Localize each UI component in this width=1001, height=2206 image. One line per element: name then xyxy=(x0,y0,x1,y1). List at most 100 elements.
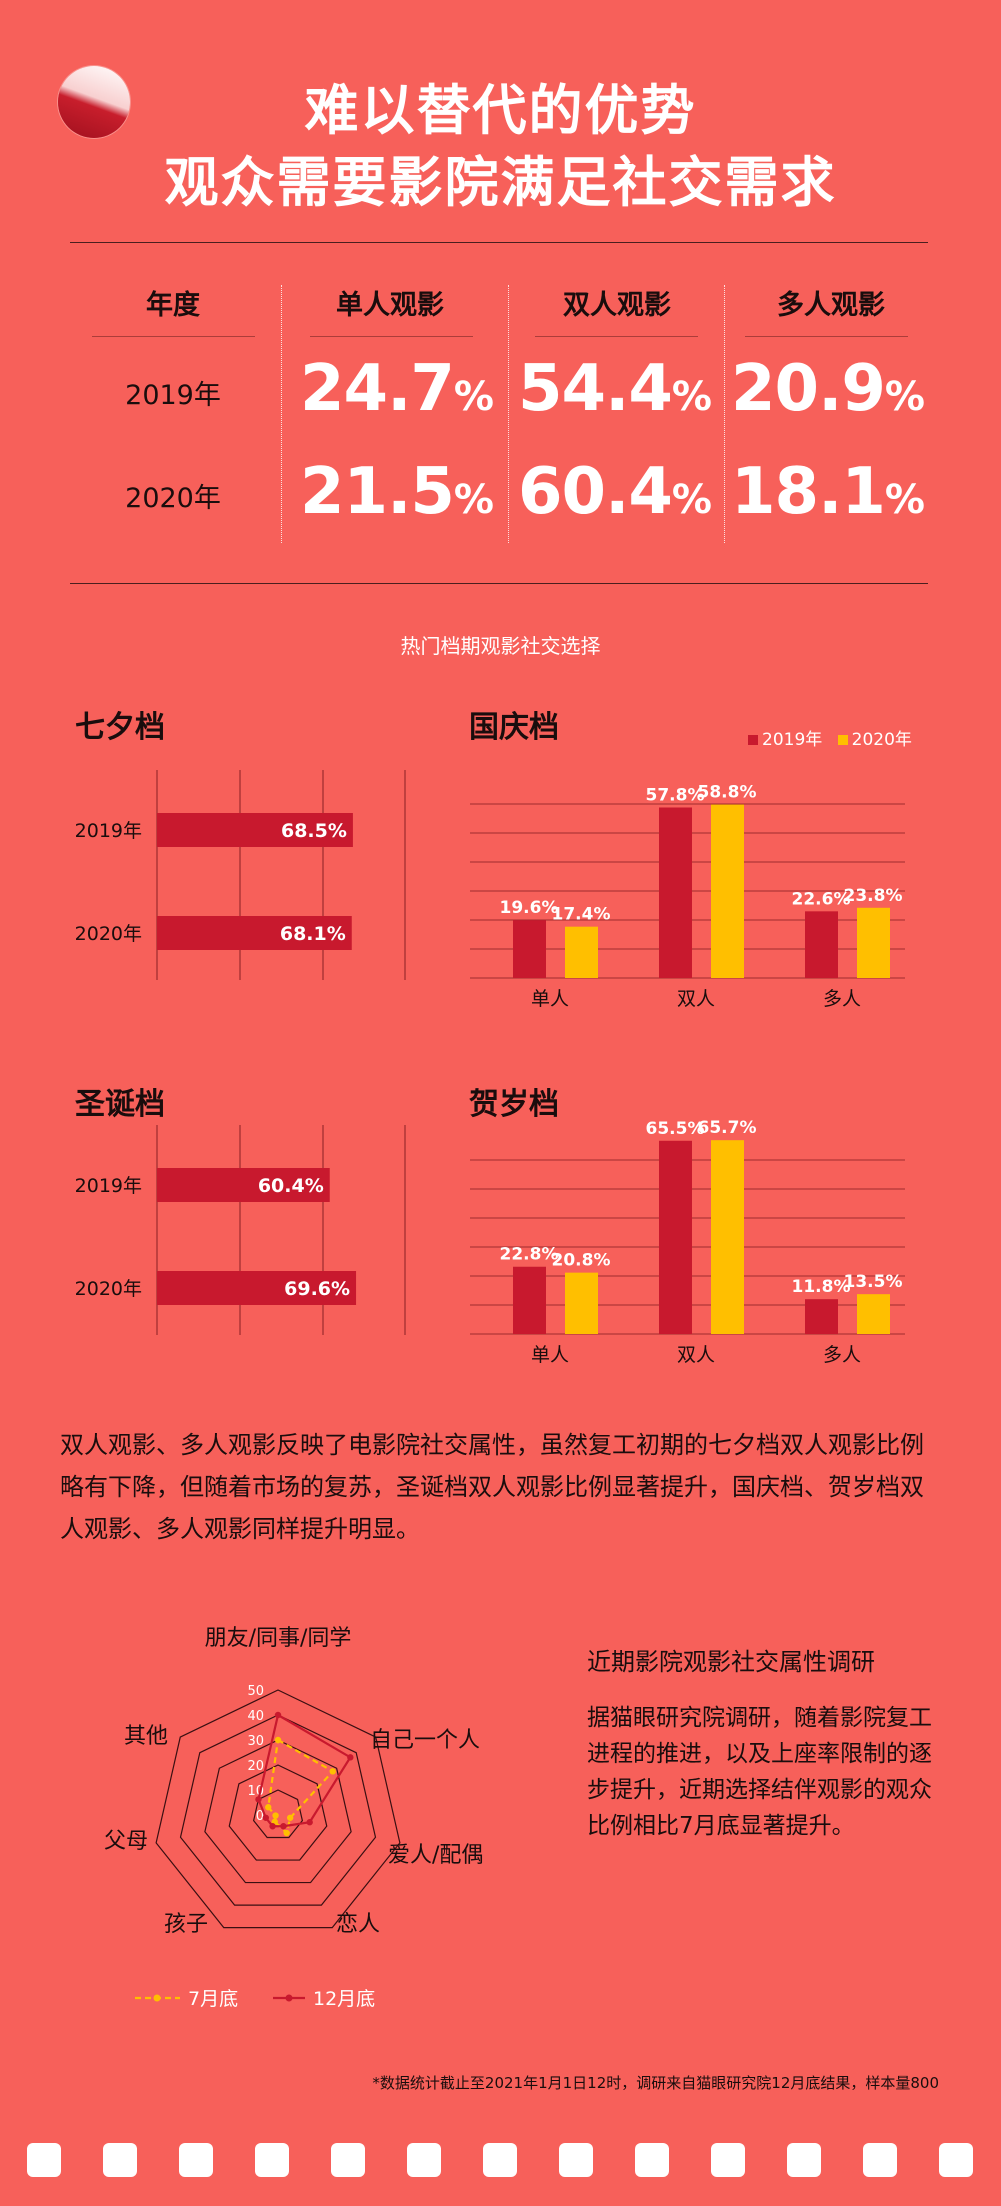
legend-label-2020: 2020年 xyxy=(851,730,912,750)
column-divider xyxy=(281,285,282,543)
data-label: 22.6% xyxy=(792,889,851,909)
legend-marker xyxy=(153,1994,161,2002)
survey-body: 据猫眼研究院调研，随着影院复工进程的推进，以及上座率限制的逐步提升，近期选择结伴… xyxy=(587,1705,932,1839)
legend-swatch-2020 xyxy=(837,735,848,745)
radar-ring xyxy=(155,1689,401,1929)
legend-marker xyxy=(285,1994,293,2002)
series-point xyxy=(347,1754,354,1761)
series-point xyxy=(286,1814,294,1821)
data-label: 19.6% xyxy=(500,898,559,918)
axis-label: 爱人/配偶 xyxy=(388,1843,483,1868)
header-underline xyxy=(535,336,698,337)
axis-label: 恋人 xyxy=(336,1912,380,1937)
header-underline xyxy=(92,336,255,337)
axis-label: 朋友/同事/同学 xyxy=(205,1626,352,1651)
tick-label: 30 xyxy=(247,1734,264,1749)
header-underline xyxy=(310,336,473,337)
bar xyxy=(157,916,352,950)
film-hole xyxy=(407,2143,441,2177)
chart-title-hesui: 贺岁档 xyxy=(469,1087,559,1122)
tick-label: 双人 xyxy=(677,988,715,1010)
film-hole xyxy=(787,2143,821,2177)
series-line xyxy=(267,1738,335,1836)
series-point xyxy=(255,1796,262,1803)
column-divider xyxy=(724,285,725,543)
data-label: 17.4% xyxy=(552,905,611,925)
cell-value: 20.9% xyxy=(731,352,925,426)
bar xyxy=(805,911,838,978)
data-label: 58.8% xyxy=(698,783,757,803)
tick-label: 2020年 xyxy=(75,923,142,945)
data-label: 11.8% xyxy=(792,1277,851,1297)
film-hole xyxy=(559,2143,593,2177)
bar xyxy=(513,920,546,978)
axis-label: 父母 xyxy=(104,1829,148,1854)
cell-value: 60.4% xyxy=(518,455,712,529)
axis-label: 其他 xyxy=(124,1724,168,1749)
tick-label: 单人 xyxy=(531,1344,569,1366)
film-hole xyxy=(103,2143,137,2177)
data-label: 60.4% xyxy=(258,1175,324,1197)
data-label: 65.7% xyxy=(698,1118,757,1138)
data-label: 20.8% xyxy=(552,1251,611,1271)
page-title-line2: 观众需要影院满足社交需求 xyxy=(164,151,837,214)
film-hole xyxy=(27,2143,61,2177)
cell-value: 24.7% xyxy=(300,352,494,426)
bar xyxy=(565,926,598,978)
radar-ring xyxy=(252,1789,304,1839)
legend-label-2019: 2019年 xyxy=(762,730,823,750)
chart-title-shengdan: 圣诞档 xyxy=(75,1087,165,1122)
tick-label: 0 xyxy=(256,1809,264,1824)
legend: 2019年 2020年 xyxy=(748,725,912,750)
data-label: 22.8% xyxy=(500,1245,559,1265)
data-label: 65.5% xyxy=(646,1119,705,1139)
tick-label: 双人 xyxy=(677,1344,715,1366)
cell-value: 21.5% xyxy=(300,455,494,529)
qixi-bar-chart: 68.5% 2019年 68.1% 2020年 xyxy=(75,770,406,980)
film-hole xyxy=(939,2143,973,2177)
guoqing-bar-chart: 19.6% 57.8% 22.6% 17.4% 58.8% 23.8% 单人 双人 多人 xyxy=(470,783,905,1010)
film-hole xyxy=(179,2143,213,2177)
bar xyxy=(659,807,692,978)
divider-bottom xyxy=(70,583,928,584)
film-hole xyxy=(863,2143,897,2177)
hesui-bar-chart: 22.8% 65.5% 11.8% 20.8% 65.7% 13.5% 单人 双人 多人 xyxy=(470,1118,905,1366)
cell-value: 18.1% xyxy=(731,455,925,529)
column-divider xyxy=(508,285,509,543)
table-header: 年度 xyxy=(146,290,200,321)
bar xyxy=(157,1168,330,1202)
film-hole xyxy=(635,2143,669,2177)
bar xyxy=(659,1140,692,1334)
footnote: *数据统计截止至2021年1月1日12时，调研来自猫眼研究院12月底结果，样本量… xyxy=(372,2074,939,2092)
data-label: 23.8% xyxy=(844,886,903,906)
data-label: 69.6% xyxy=(284,1278,350,1300)
film-hole xyxy=(331,2143,365,2177)
film-hole xyxy=(711,2143,745,2177)
summary-paragraph: 双人观影、多人观影反映了电影院社交属性，虽然复工初期的七夕档双人观影比例略有下降… xyxy=(60,1431,924,1543)
legend-label: 12月底 xyxy=(313,1988,375,2010)
series-point xyxy=(262,1814,270,1821)
bar xyxy=(857,1294,890,1334)
film-hole xyxy=(255,2143,289,2177)
bar xyxy=(711,1140,744,1334)
series-point xyxy=(274,1711,282,1719)
page-title-line1: 难以替代的优势 xyxy=(304,79,697,142)
data-label: 13.5% xyxy=(844,1272,903,1292)
series-point xyxy=(272,1812,279,1819)
tick-label: 50 xyxy=(247,1684,264,1699)
bar xyxy=(157,1271,357,1305)
tick-label: 40 xyxy=(247,1709,264,1724)
row-year: 2020年 xyxy=(125,483,221,514)
section-subtitle: 热门档期观影社交选择 xyxy=(400,634,601,658)
series-line xyxy=(257,1713,352,1828)
tick-label: 多人 xyxy=(823,1344,861,1366)
chart-title-guoqing: 国庆档 xyxy=(469,710,559,745)
bar xyxy=(513,1266,546,1334)
radar-ring xyxy=(179,1714,377,1906)
axis-label: 孩子 xyxy=(164,1912,208,1937)
data-label: 57.8% xyxy=(646,785,705,805)
series-point xyxy=(269,1823,276,1830)
survey-title: 近期影院观影社交属性调研 xyxy=(587,1648,875,1676)
tick-label: 2019年 xyxy=(75,1175,142,1197)
series-point xyxy=(283,1829,290,1837)
